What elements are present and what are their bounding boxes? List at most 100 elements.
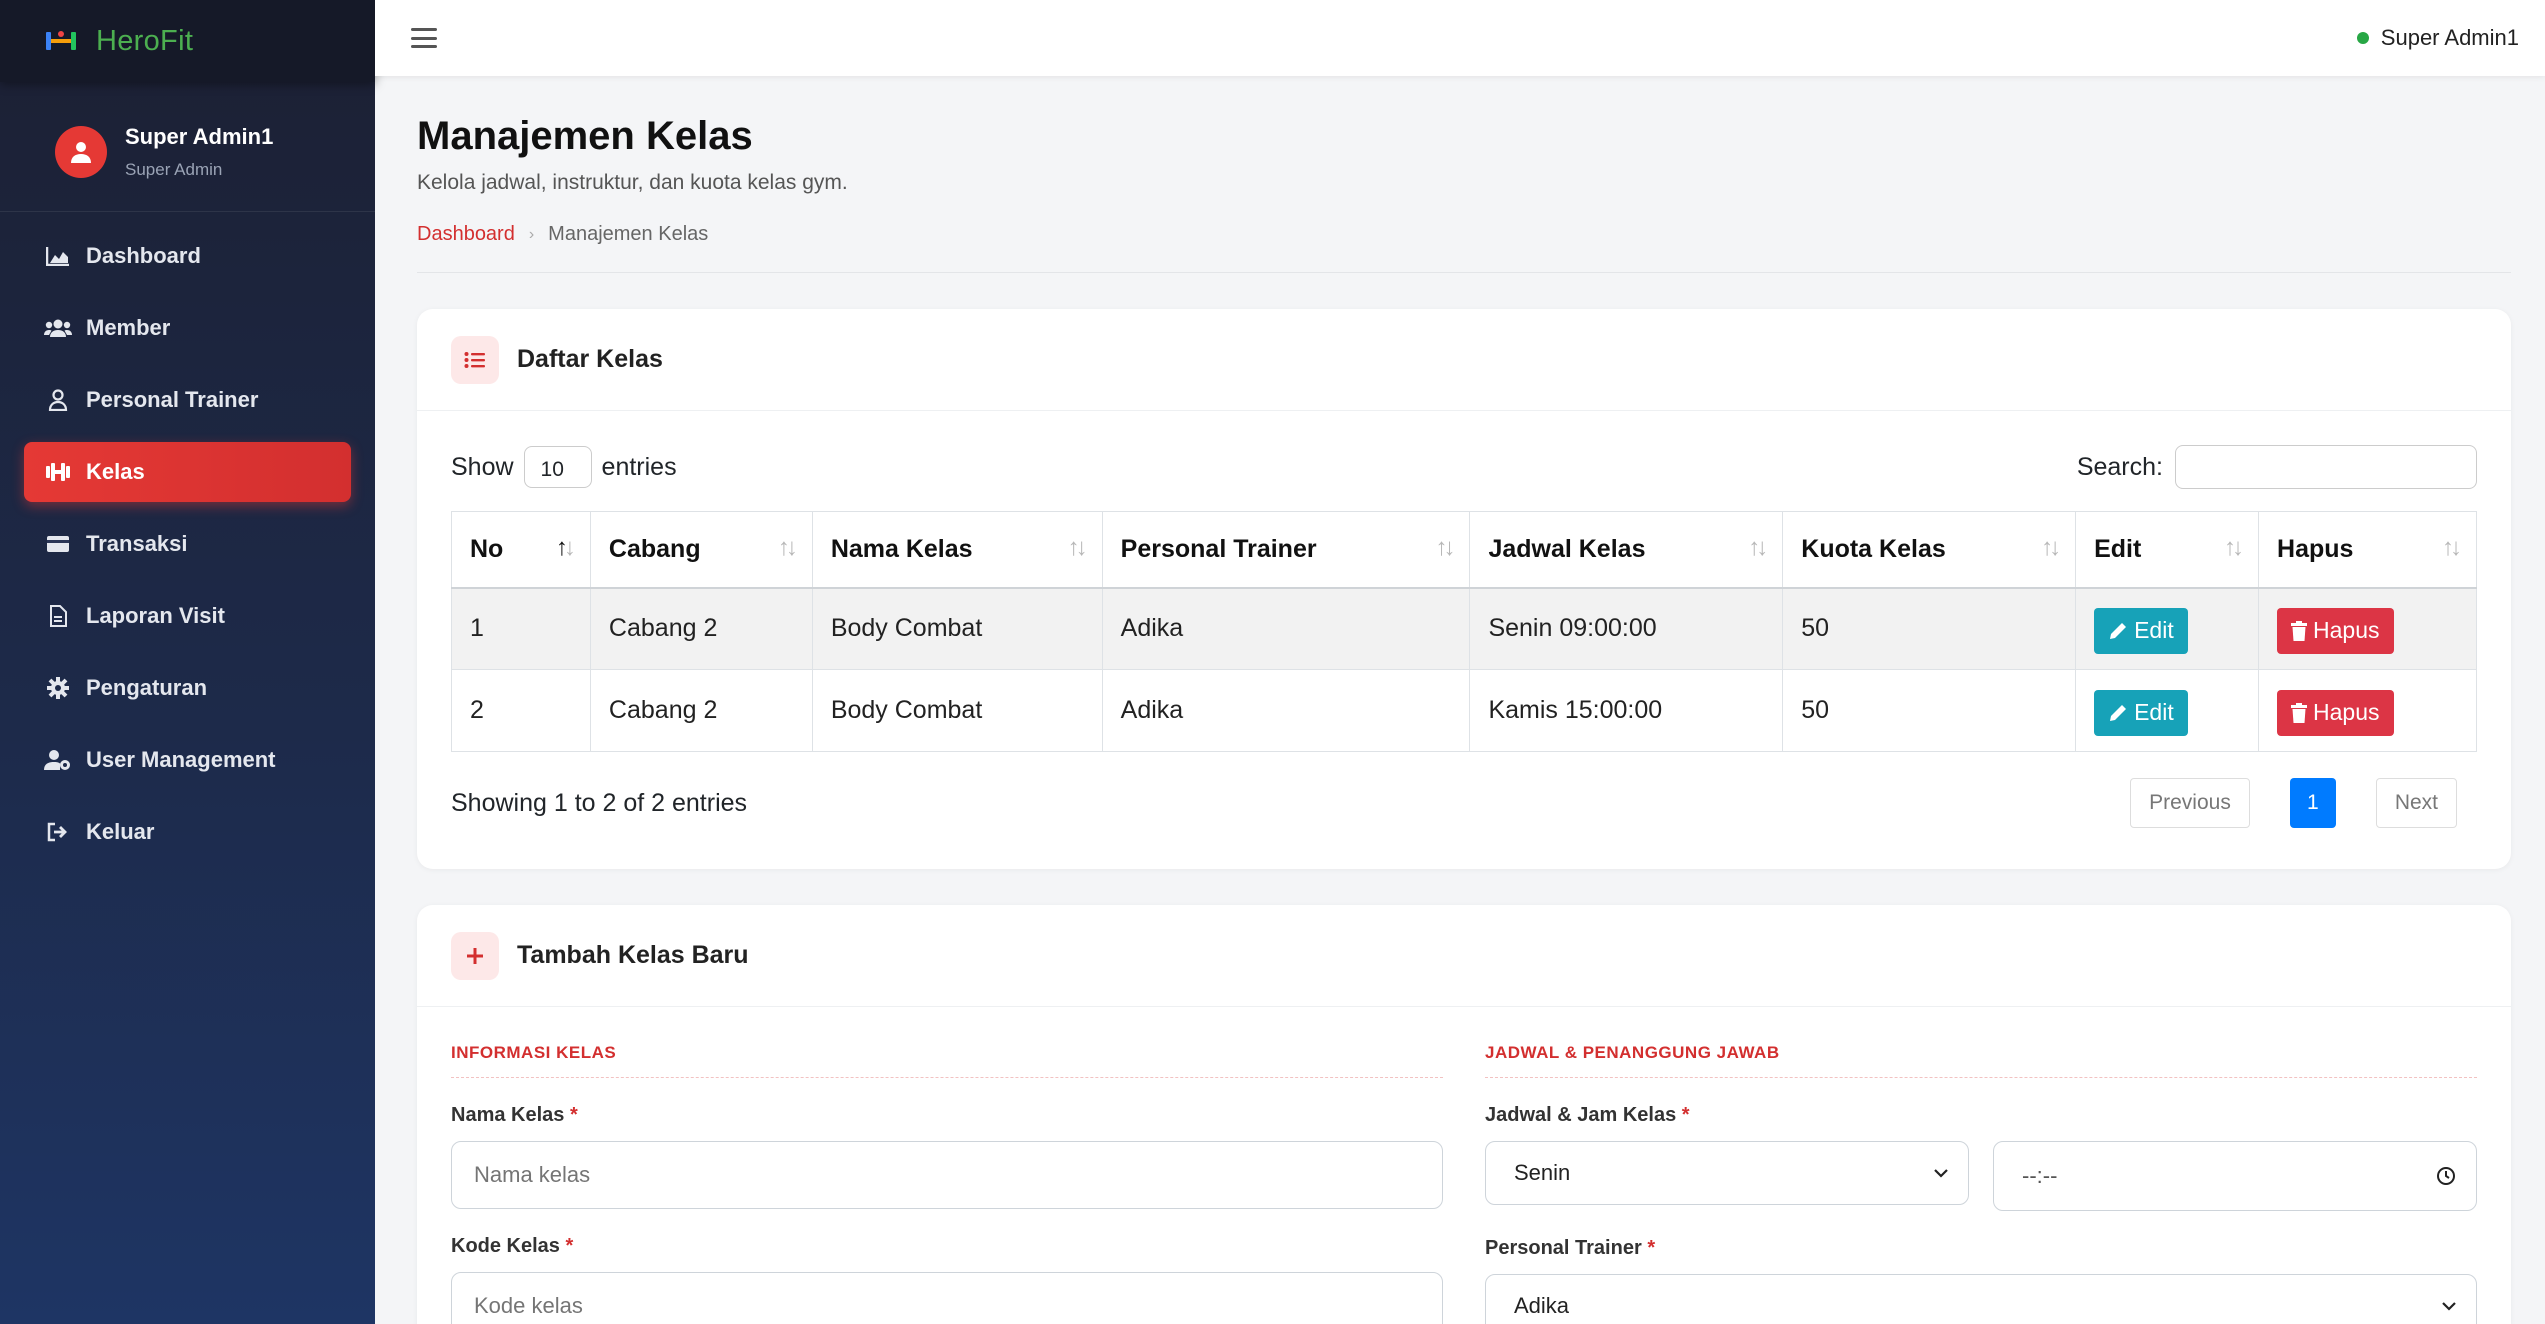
edit-button[interactable]: Edit <box>2094 607 2188 654</box>
topbar-user[interactable]: Super Admin1 <box>2356 25 2519 51</box>
sidebar-item-personal-trainer[interactable]: Personal Trainer <box>24 370 351 430</box>
cell-cabang: Cabang 2 <box>589 587 813 670</box>
breadcrumb-current: Manajemen Kelas <box>548 223 709 245</box>
sidebar-item-label: Personal Trainer <box>86 387 259 412</box>
table-row: 1 Cabang 2 Body Combat Adika Senin 09:00… <box>451 587 2477 670</box>
dumbbell-icon <box>44 460 72 484</box>
clock-icon <box>2437 1167 2455 1185</box>
column-header-personal-trainer[interactable]: Personal Trainer ↑↓ <box>1101 511 1471 589</box>
cell-hapus: Hapus <box>2258 669 2477 752</box>
previous-page-button[interactable]: Previous <box>2130 778 2250 828</box>
card-icon <box>44 532 72 556</box>
column-header-jadwal-kelas[interactable]: Jadwal Kelas ↑↓ <box>1469 511 1784 589</box>
column-header-cabang[interactable]: Cabang ↑↓ <box>589 511 813 589</box>
edit-button[interactable]: Edit <box>2094 689 2188 736</box>
sort-icon: ↑↓ <box>1748 534 1768 561</box>
delete-button[interactable]: Hapus <box>2277 689 2394 736</box>
sidebar-item-label: Member <box>86 315 171 340</box>
sidebar-item-kelas[interactable]: Kelas <box>24 442 351 502</box>
entries-select[interactable]: 10 <box>523 446 592 488</box>
cell-no: 1 <box>451 587 591 670</box>
topbar-user-name: Super Admin1 <box>2380 25 2519 50</box>
plus-icon <box>451 931 499 980</box>
cell-kuota: 50 <box>1782 669 2077 752</box>
kode-kelas-label: Kode Kelas * <box>451 1235 574 1257</box>
sidebar-item-laporan-visit[interactable]: Laporan Visit <box>24 586 351 646</box>
chart-area-icon <box>44 244 72 268</box>
delete-button[interactable]: Hapus <box>2277 607 2394 654</box>
menu-toggle-icon[interactable] <box>411 28 437 48</box>
breadcrumb-home-link[interactable]: Dashboard <box>417 223 515 245</box>
section-jadwal: JADWAL & PENANGGUNG JAWAB <box>1485 1043 2477 1078</box>
sidebar-item-member[interactable]: Member <box>24 298 351 358</box>
main-content: Manajemen Kelas Kelola jadwal, instruktu… <box>375 76 2545 1324</box>
add-class-header: Tambah Kelas Baru <box>417 905 2511 1007</box>
brand[interactable]: HeroFit <box>0 0 375 82</box>
sort-icon: ↑↓ <box>2442 534 2462 561</box>
sort-icon: ↑↓ <box>777 534 798 561</box>
user-icon <box>44 388 72 412</box>
column-header-edit[interactable]: Edit ↑↓ <box>2075 511 2260 589</box>
sidebar-user-name: Super Admin1 <box>125 123 274 149</box>
section-informasi-kelas: INFORMASI KELAS <box>451 1043 1443 1078</box>
sidebar-item-transaksi[interactable]: Transaksi <box>24 514 351 574</box>
add-class-title: Tambah Kelas Baru <box>517 941 749 969</box>
sidebar-item-label: Keluar <box>86 819 155 844</box>
cell-trainer: Adika <box>1101 587 1471 670</box>
trainer-label: Personal Trainer * <box>1485 1237 1656 1259</box>
sidebar-item-label: Pengaturan <box>86 675 208 700</box>
sidebar-user[interactable]: Super Admin1 Super Admin <box>0 92 375 212</box>
sidebar-item-keluar[interactable]: Keluar <box>24 802 351 862</box>
sort-asc-icon: ↑↓ <box>555 534 576 561</box>
pencil-icon <box>2110 622 2127 639</box>
list-icon <box>451 335 499 384</box>
gear-icon <box>44 676 72 700</box>
nama-kelas-input[interactable] <box>451 1141 1443 1209</box>
sidebar-item-dashboard[interactable]: Dashboard <box>24 226 351 286</box>
sort-icon: ↑↓ <box>2224 534 2244 561</box>
column-header-kuota-kelas[interactable]: Kuota Kelas ↑↓ <box>1782 511 2077 589</box>
sidebar-user-role: Super Admin <box>125 159 223 179</box>
chevron-down-icon <box>2442 1302 2456 1311</box>
page-title: Manajemen Kelas <box>417 114 753 158</box>
search-label: Search: <box>2076 452 2163 481</box>
next-page-button[interactable]: Next <box>2375 778 2457 828</box>
search-input[interactable] <box>2175 445 2477 489</box>
class-list-title: Daftar Kelas <box>517 345 663 373</box>
column-header-no[interactable]: No ↑↓ <box>451 511 591 589</box>
entries-length: Show 10 entries <box>451 446 677 488</box>
column-header-nama-kelas[interactable]: Nama Kelas ↑↓ <box>811 511 1103 589</box>
breadcrumb-separator-icon: › <box>528 225 535 243</box>
table-controls: Show 10 entries Search: <box>417 411 2511 489</box>
jam-input[interactable]: --:-- <box>1993 1141 2477 1211</box>
cell-edit: Edit <box>2075 587 2260 670</box>
user-icon <box>71 141 91 163</box>
users-icon <box>44 316 72 340</box>
sidebar-item-user-management[interactable]: User Management <box>24 730 351 790</box>
page-subtitle: Kelola jadwal, instruktur, dan kuota kel… <box>417 171 848 194</box>
table-row: 2 Cabang 2 Body Combat Adika Kamis 15:00… <box>451 669 2477 752</box>
class-list-header: Daftar Kelas <box>417 309 2511 411</box>
file-icon <box>44 604 72 628</box>
sidebar-item-label: Transaksi <box>86 531 188 556</box>
sidebar-item-label: Kelas <box>86 459 145 484</box>
add-class-card: Tambah Kelas Baru INFORMASI KELAS Nama K… <box>417 905 2511 1324</box>
chevron-down-icon <box>1934 1169 1948 1178</box>
sidebar-nav: Dashboard Member Personal Trainer Kelas … <box>0 226 375 862</box>
trainer-select[interactable]: Adika <box>1485 1274 2477 1324</box>
sidebar-item-label: Laporan Visit <box>86 603 225 628</box>
page-1-button[interactable]: 1 <box>2289 778 2336 828</box>
hari-select[interactable]: Senin <box>1485 1141 1969 1205</box>
trash-icon <box>2291 702 2308 723</box>
cell-nama-kelas: Body Combat <box>811 587 1103 670</box>
kode-kelas-input[interactable] <box>451 1272 1443 1324</box>
column-header-hapus[interactable]: Hapus ↑↓ <box>2258 511 2477 589</box>
pagination: Previous 1 Next <box>2130 778 2457 828</box>
sidebar-item-pengaturan[interactable]: Pengaturan <box>24 658 351 718</box>
avatar <box>55 125 107 178</box>
sort-icon: ↑↓ <box>2041 534 2061 561</box>
class-list-card: Daftar Kelas Show 10 entries Search: No ↑… <box>417 309 2511 869</box>
breadcrumb: Dashboard › Manajemen Kelas <box>417 223 2511 273</box>
topbar: Super Admin1 <box>375 0 2545 76</box>
pencil-icon <box>2110 704 2127 721</box>
